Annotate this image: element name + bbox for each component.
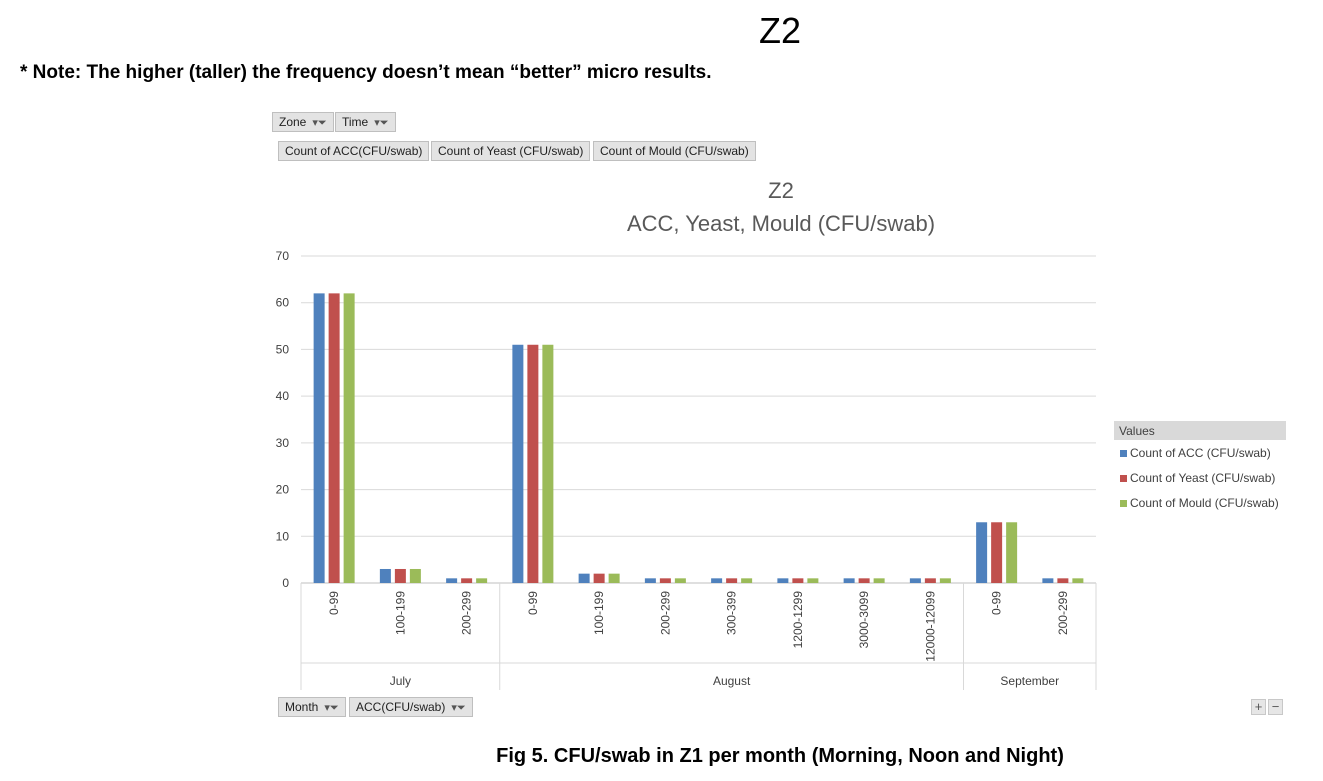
bar — [593, 573, 605, 583]
y-tick-label: 30 — [276, 436, 290, 450]
legend-label: Count of ACC (CFU/swab) — [1130, 446, 1271, 460]
bar — [924, 578, 936, 583]
chart-title: Z2 — [768, 178, 794, 203]
filter-funnel-icon: ▾⏷ — [312, 117, 327, 129]
bar — [659, 578, 671, 583]
value-field-mould[interactable]: Count of Mould (CFU/swab) — [593, 141, 756, 161]
x-tick-label: 3000-3099 — [857, 591, 871, 649]
legend-swatch — [1120, 450, 1127, 457]
value-field-acc[interactable]: Count of ACC(CFU/swab) — [278, 141, 430, 161]
bar — [939, 578, 951, 583]
bar — [843, 578, 855, 583]
page-title: Z2 — [758, 10, 801, 51]
bar — [512, 344, 524, 583]
bar — [446, 578, 458, 583]
legend-swatch — [1120, 475, 1127, 482]
y-tick-label: 0 — [282, 576, 289, 590]
bar — [674, 578, 686, 583]
bar — [409, 568, 421, 583]
x-tick-label: 100-199 — [592, 591, 606, 635]
filter-acc-label: ACC(CFU/swab) — [356, 700, 446, 714]
x-tick-label: 200-299 — [1056, 591, 1070, 635]
bar — [711, 578, 723, 583]
bar — [1042, 578, 1054, 583]
legend-label: Count of Yeast (CFU/swab) — [1130, 471, 1275, 485]
zoom-out-button[interactable]: − — [1268, 699, 1283, 715]
filter-zone-button[interactable]: Zone ▾⏷ — [272, 112, 334, 132]
bar — [313, 293, 325, 583]
bar — [542, 344, 554, 583]
bar — [741, 578, 753, 583]
bar — [394, 568, 406, 583]
x-tick-label: 300-399 — [725, 591, 739, 635]
bar — [343, 293, 355, 583]
bar — [1006, 522, 1018, 583]
y-tick-label: 60 — [276, 296, 290, 310]
bar — [873, 578, 885, 583]
bar — [1072, 578, 1084, 583]
x-tick-label: 0-99 — [526, 591, 540, 615]
bar — [777, 578, 789, 583]
filter-funnel-icon: ▾⏷ — [451, 702, 466, 714]
x-tick-label: 200-299 — [460, 591, 474, 635]
bar — [976, 522, 988, 583]
filter-funnel-icon: ▾⏷ — [324, 702, 339, 714]
value-field-acc-label: Count of ACC(CFU/swab) — [285, 144, 423, 158]
legend-header — [1114, 421, 1286, 440]
filter-acc-button[interactable]: ACC(CFU/swab) ▾⏷ — [349, 697, 473, 717]
x-tick-label: 0-99 — [990, 591, 1004, 615]
bar — [328, 293, 340, 583]
bar — [991, 522, 1003, 583]
legend-title: Values — [1119, 424, 1155, 438]
filter-month-button[interactable]: Month ▾⏷ — [278, 697, 346, 717]
x-tick-label: 100-199 — [393, 591, 407, 635]
note-text: * Note: The higher (taller) the frequenc… — [20, 62, 712, 83]
value-field-mould-label: Count of Mould (CFU/swab) — [600, 144, 749, 158]
filter-month-label: Month — [285, 700, 319, 714]
y-tick-label: 10 — [276, 529, 290, 543]
bar — [608, 573, 620, 583]
x-tick-label: 1200-1299 — [791, 591, 805, 649]
bar — [476, 578, 488, 583]
x-group-label: July — [390, 674, 411, 688]
chart-subtitle: ACC, Yeast, Mould (CFU/swab) — [627, 211, 935, 236]
filter-funnel-icon: ▾⏷ — [374, 117, 389, 129]
x-group-label: September — [1000, 674, 1059, 688]
bar — [379, 568, 391, 583]
bar — [461, 578, 473, 583]
bar — [858, 578, 870, 583]
bar — [578, 573, 590, 583]
x-group-label: August — [713, 674, 751, 688]
figure-caption: Fig 5. CFU/swab in Z1 per month (Morning… — [496, 745, 1064, 767]
bar — [792, 578, 804, 583]
bar — [807, 578, 819, 583]
legend-label: Count of Mould (CFU/swab) — [1130, 496, 1279, 510]
legend-swatch — [1120, 500, 1127, 507]
y-tick-label: 20 — [276, 483, 290, 497]
zoom-in-button[interactable]: + — [1251, 699, 1266, 715]
filter-time-button[interactable]: Time ▾⏷ — [335, 112, 396, 132]
bar — [527, 344, 539, 583]
bar — [909, 578, 921, 583]
value-field-yeast[interactable]: Count of Yeast (CFU/swab) — [431, 141, 591, 161]
filter-zone-label: Zone — [279, 115, 307, 129]
filter-time-label: Time — [342, 115, 369, 129]
x-tick-label: 0-99 — [327, 591, 341, 615]
y-tick-label: 70 — [276, 249, 290, 263]
bar — [1057, 578, 1069, 583]
value-field-yeast-label: Count of Yeast (CFU/swab) — [438, 144, 584, 158]
y-tick-label: 50 — [276, 342, 290, 356]
bar — [726, 578, 738, 583]
x-tick-label: 200-299 — [658, 591, 672, 635]
x-tick-label: 12000-12099 — [923, 591, 937, 662]
bar — [644, 578, 656, 583]
y-tick-label: 40 — [276, 389, 290, 403]
